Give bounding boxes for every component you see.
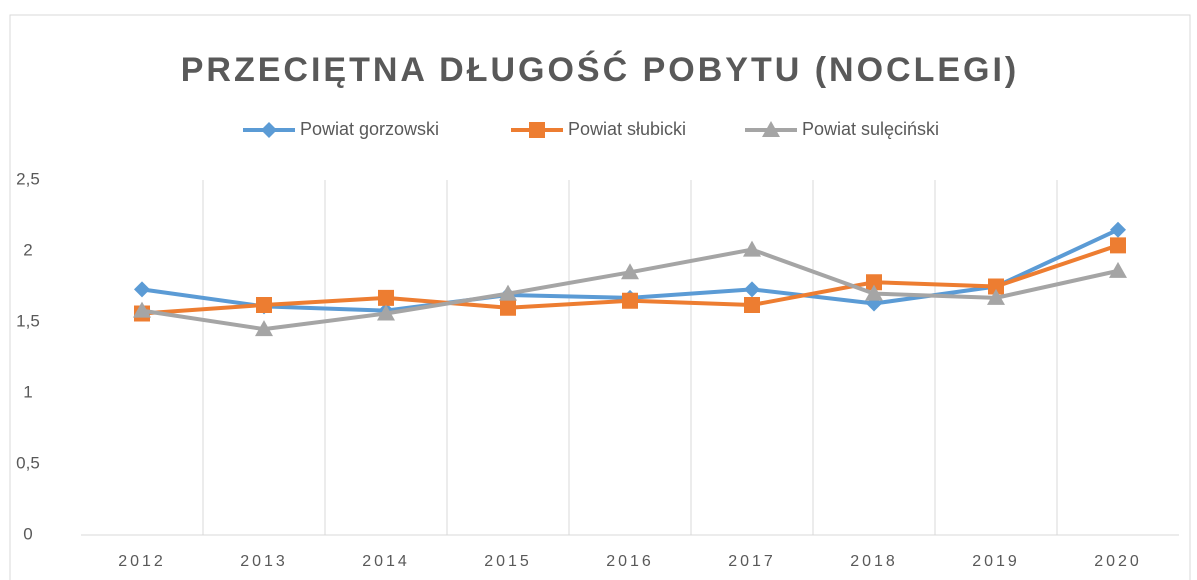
marker [255, 320, 273, 337]
marker [377, 304, 395, 321]
y-tick-label: 1,5 [16, 311, 40, 330]
x-tick-label: 2015 [484, 553, 532, 570]
marker [529, 122, 545, 138]
marker [743, 240, 761, 257]
marker [134, 281, 150, 298]
marker [499, 284, 517, 301]
y-tick-label: 1 [23, 382, 32, 401]
legend-label: Powiat sulęciński [802, 119, 939, 139]
marker [256, 296, 272, 313]
marker [1109, 261, 1127, 278]
marker [987, 288, 1005, 305]
marker [988, 278, 1004, 295]
marker [622, 292, 638, 309]
y-tick-label: 0 [23, 524, 32, 543]
marker [866, 274, 882, 291]
marker [762, 121, 780, 137]
marker [1110, 221, 1126, 238]
marker [744, 296, 760, 313]
marker [133, 301, 151, 318]
y-tick-label: 2 [23, 240, 32, 259]
marker [865, 284, 883, 301]
legend-label: Powiat gorzowski [300, 119, 439, 139]
chart-title: PRZECIĘTNA DŁUGOŚĆ POBYTU (NOCLEGI) [181, 51, 1020, 89]
marker [500, 299, 516, 316]
x-tick-label: 2014 [362, 553, 410, 570]
x-tick-label: 2020 [1094, 553, 1142, 570]
x-tick-label: 2017 [728, 553, 776, 570]
x-tick-label: 2019 [972, 553, 1020, 570]
y-tick-label: 0,5 [16, 453, 40, 472]
legend-label: Powiat słubicki [568, 119, 686, 139]
x-tick-label: 2012 [118, 553, 166, 570]
marker [744, 281, 760, 298]
marker [261, 122, 277, 138]
marker [378, 289, 394, 306]
marker [1110, 237, 1126, 254]
y-tick-label: 2,5 [16, 169, 40, 188]
x-tick-label: 2013 [240, 553, 288, 570]
marker [621, 263, 639, 280]
x-tick-label: 2016 [606, 553, 654, 570]
x-tick-label: 2018 [850, 553, 898, 570]
